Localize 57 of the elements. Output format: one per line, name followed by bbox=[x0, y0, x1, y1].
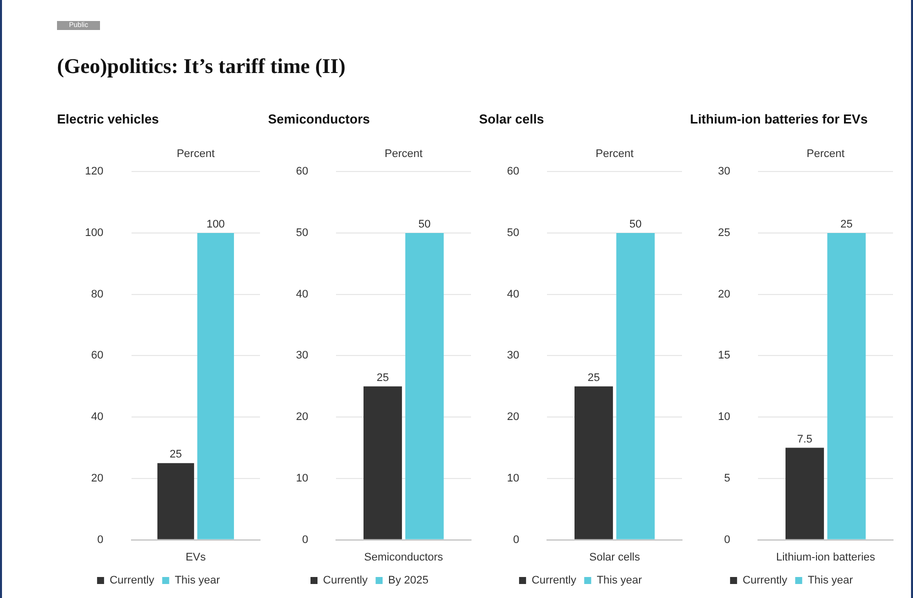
y-tick-label: 0 bbox=[513, 534, 520, 546]
legend-label: By 2025 bbox=[388, 574, 429, 587]
y-tick-label: 60 bbox=[91, 350, 104, 362]
y-tick-label: 100 bbox=[84, 227, 104, 239]
legend-label: Currently bbox=[110, 574, 155, 587]
y-tick-label: 10 bbox=[506, 472, 520, 484]
x-tick-label: Semiconductors bbox=[364, 551, 444, 564]
x-tick-label: EVs bbox=[186, 551, 206, 564]
x-tick-label: Lithium-ion batteries bbox=[776, 551, 876, 564]
text: (Geo)politics: It’s tariff time (II) bbox=[57, 54, 346, 79]
y-tick-label: 5 bbox=[724, 472, 730, 484]
y-tick-label: 10 bbox=[296, 472, 308, 484]
y-tick-label: 40 bbox=[91, 411, 104, 424]
legend-label: Currently bbox=[323, 574, 368, 587]
legend-label: This year bbox=[808, 574, 854, 587]
y-tick-label: 60 bbox=[296, 166, 308, 178]
y-tick-label: 0 bbox=[724, 534, 730, 546]
x-tick-label: Solar cells bbox=[589, 551, 640, 564]
y-tick-label: 20 bbox=[91, 472, 104, 484]
data-label: 25 bbox=[588, 372, 600, 384]
y-tick-label: 30 bbox=[718, 166, 730, 178]
y-tick-label: 80 bbox=[91, 288, 104, 300]
data-label: 50 bbox=[629, 218, 642, 230]
data-label: 100 bbox=[206, 218, 225, 230]
y-tick-label: 20 bbox=[296, 411, 308, 424]
y-tick-label: 40 bbox=[296, 288, 308, 300]
data-label: 25 bbox=[170, 448, 182, 461]
data-label: 7.5 bbox=[797, 433, 812, 446]
y-tick-label: 60 bbox=[506, 166, 520, 178]
y-tick-label: 15 bbox=[718, 350, 730, 362]
y-axis-title: Percent bbox=[176, 148, 215, 160]
data-label: 25 bbox=[840, 218, 853, 230]
y-tick-label: 0 bbox=[97, 534, 104, 546]
y-tick-label: 25 bbox=[718, 227, 730, 239]
legend-label: Currently bbox=[742, 574, 788, 587]
legend-label: Currently bbox=[532, 574, 577, 587]
data-label: 50 bbox=[418, 218, 431, 230]
y-tick-label: 0 bbox=[302, 534, 308, 546]
y-axis-title: Percent bbox=[384, 148, 423, 160]
data-label: 25 bbox=[376, 372, 389, 384]
y-tick-label: 40 bbox=[506, 288, 520, 300]
y-tick-label: 120 bbox=[84, 166, 104, 178]
y-axis-title: Percent bbox=[596, 148, 634, 160]
y-tick-label: 50 bbox=[506, 227, 520, 239]
y-tick-label: 50 bbox=[296, 227, 308, 239]
chart-title: Lithium-ion batteries for EVs bbox=[690, 111, 868, 126]
y-tick-label: 20 bbox=[506, 411, 520, 424]
y-tick-label: 10 bbox=[718, 411, 730, 424]
legend-label: This year bbox=[174, 574, 220, 587]
chart-title: Electric vehicles bbox=[57, 111, 159, 126]
y-tick-label: 20 bbox=[718, 288, 730, 300]
y-tick-label: 30 bbox=[506, 350, 520, 362]
y-axis-title: Percent bbox=[806, 148, 845, 160]
chart-title: Solar cells bbox=[479, 111, 544, 126]
chart-title: Semiconductors bbox=[268, 111, 370, 126]
legend-label: This year bbox=[596, 574, 642, 587]
y-tick-label: 30 bbox=[296, 350, 308, 362]
